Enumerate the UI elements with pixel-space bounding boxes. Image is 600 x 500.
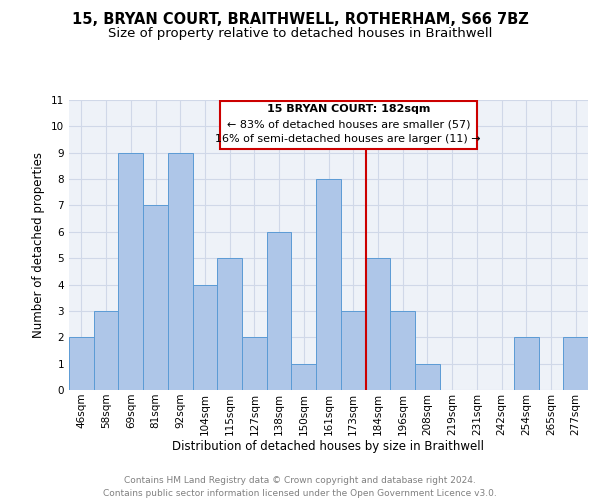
Bar [365, 258, 390, 390]
Bar [390, 311, 415, 390]
FancyBboxPatch shape [220, 102, 477, 149]
Y-axis label: Number of detached properties: Number of detached properties [32, 152, 46, 338]
Bar [217, 258, 242, 390]
Bar [143, 206, 168, 390]
Bar [168, 152, 193, 390]
Text: 16% of semi-detached houses are larger (11) →: 16% of semi-detached houses are larger (… [215, 134, 481, 144]
Bar [292, 364, 316, 390]
Text: Contains HM Land Registry data © Crown copyright and database right 2024.
Contai: Contains HM Land Registry data © Crown c… [103, 476, 497, 498]
Text: ← 83% of detached houses are smaller (57): ← 83% of detached houses are smaller (57… [227, 120, 470, 130]
Bar [118, 152, 143, 390]
Bar [267, 232, 292, 390]
Bar [94, 311, 118, 390]
Bar [316, 179, 341, 390]
Bar [563, 338, 588, 390]
Bar [341, 311, 365, 390]
Bar [415, 364, 440, 390]
Text: 15, BRYAN COURT, BRAITHWELL, ROTHERHAM, S66 7BZ: 15, BRYAN COURT, BRAITHWELL, ROTHERHAM, … [71, 12, 529, 28]
Text: Size of property relative to detached houses in Braithwell: Size of property relative to detached ho… [108, 28, 492, 40]
Text: 15 BRYAN COURT: 182sqm: 15 BRYAN COURT: 182sqm [266, 104, 430, 115]
Bar [514, 338, 539, 390]
X-axis label: Distribution of detached houses by size in Braithwell: Distribution of detached houses by size … [173, 440, 485, 454]
Bar [193, 284, 217, 390]
Bar [242, 338, 267, 390]
Bar [69, 338, 94, 390]
